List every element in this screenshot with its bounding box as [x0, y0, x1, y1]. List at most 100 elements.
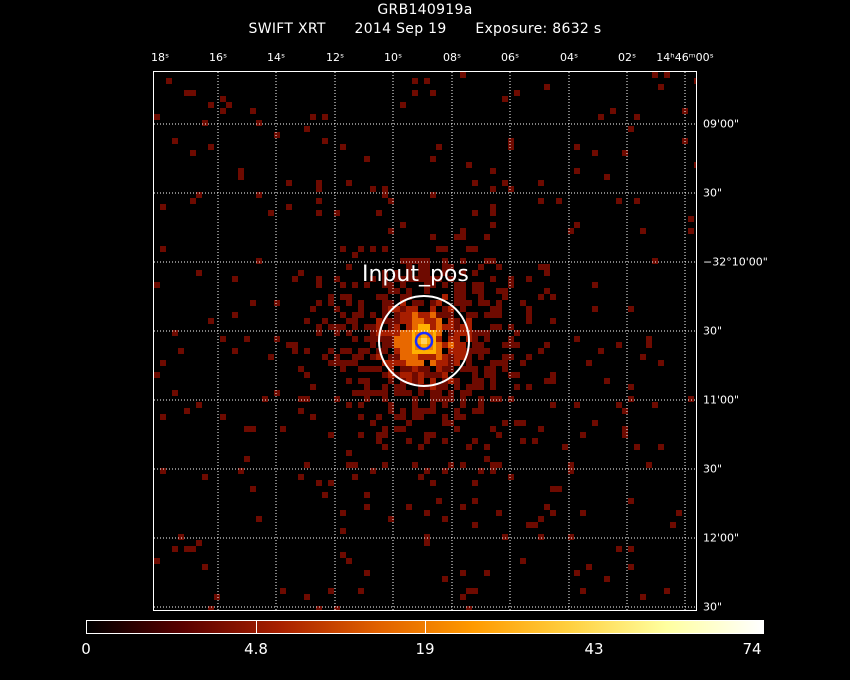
- count-pixel: [478, 402, 484, 408]
- count-pixel: [412, 462, 418, 468]
- count-pixel: [460, 228, 466, 234]
- coordinate-grid: [154, 72, 696, 610]
- count-pixel: [442, 264, 448, 270]
- count-pixel: [388, 372, 394, 378]
- count-pixel: [316, 198, 322, 204]
- count-pixel: [460, 462, 466, 468]
- count-pixel: [310, 306, 316, 312]
- count-pixel: [406, 348, 412, 354]
- count-pixel: [358, 414, 364, 420]
- count-pixel: [370, 336, 376, 342]
- count-pixel: [664, 588, 670, 594]
- count-pixel: [412, 90, 418, 96]
- count-pixel: [514, 420, 520, 426]
- count-pixel: [478, 408, 484, 414]
- count-pixel: [340, 246, 346, 252]
- count-pixel: [496, 300, 502, 306]
- count-pixel: [406, 294, 412, 300]
- count-pixel: [448, 342, 454, 348]
- count-pixel: [502, 342, 508, 348]
- count-pixel: [280, 426, 286, 432]
- count-pixel: [424, 510, 430, 516]
- count-pixel: [550, 378, 556, 384]
- count-pixel: [484, 312, 490, 318]
- count-pixel: [412, 348, 418, 354]
- count-pixel: [436, 366, 442, 372]
- count-pixel: [490, 186, 496, 192]
- count-pixel: [556, 198, 562, 204]
- count-pixel: [346, 378, 352, 384]
- count-pixel: [484, 366, 490, 372]
- source-circle[interactable]: [378, 295, 470, 387]
- core-pixel: [421, 332, 427, 338]
- core-pixel: [427, 338, 433, 344]
- count-pixel: [496, 288, 502, 294]
- count-pixel: [388, 366, 394, 372]
- count-pixel: [430, 390, 436, 396]
- count-pixel: [496, 306, 502, 312]
- count-pixel: [400, 384, 406, 390]
- count-pixel: [322, 318, 328, 324]
- count-pixel: [358, 378, 364, 384]
- count-pixel: [400, 342, 406, 348]
- count-pixel: [664, 72, 670, 78]
- count-pixel: [394, 306, 400, 312]
- count-pixel: [286, 180, 292, 186]
- count-pixel: [448, 330, 454, 336]
- count-pixel: [484, 258, 490, 264]
- count-pixel: [364, 390, 370, 396]
- source-region-overlay[interactable]: [154, 72, 697, 611]
- count-pixel: [490, 396, 496, 402]
- count-pixel: [520, 438, 526, 444]
- count-pixel: [304, 318, 310, 324]
- count-pixel: [382, 348, 388, 354]
- count-pixel: [424, 312, 430, 318]
- count-pixel: [412, 258, 418, 264]
- count-pixel: [490, 258, 496, 264]
- count-pixel: [226, 102, 232, 108]
- position-marker[interactable]: [414, 331, 434, 351]
- ra-tick-label: 02ˢ: [617, 51, 637, 64]
- count-pixel: [424, 438, 430, 444]
- count-pixel: [442, 576, 448, 582]
- count-pixel: [538, 264, 544, 270]
- count-pixel: [460, 234, 466, 240]
- count-pixel: [526, 384, 532, 390]
- count-pixel: [538, 534, 544, 540]
- count-pixel: [430, 318, 436, 324]
- count-pixel: [520, 420, 526, 426]
- count-pixel: [454, 300, 460, 306]
- count-pixel: [448, 318, 454, 324]
- count-pixel: [358, 312, 364, 318]
- count-pixel: [340, 510, 346, 516]
- count-pixel: [640, 594, 646, 600]
- count-pixel: [508, 336, 514, 342]
- dec-tick-label: −32°10'00": [703, 255, 768, 269]
- count-pixel: [352, 354, 358, 360]
- count-pixel: [250, 426, 256, 432]
- count-pixel: [562, 444, 568, 450]
- count-pixel: [202, 474, 208, 480]
- xrt-image-panel[interactable]: [153, 71, 697, 611]
- count-pixel: [352, 312, 358, 318]
- count-pixel: [448, 276, 454, 282]
- count-pixel: [460, 282, 466, 288]
- count-pixel: [430, 378, 436, 384]
- count-pixel: [394, 288, 400, 294]
- count-pixel: [580, 432, 586, 438]
- count-pixel: [364, 156, 370, 162]
- count-pixel: [424, 408, 430, 414]
- photon-count-image: [154, 72, 696, 610]
- count-pixel: [466, 360, 472, 366]
- count-pixel: [340, 282, 346, 288]
- count-pixel: [388, 318, 394, 324]
- count-pixel: [478, 300, 484, 306]
- count-pixel: [406, 306, 412, 312]
- count-pixel: [466, 162, 472, 168]
- count-pixel: [322, 138, 328, 144]
- count-pixel: [472, 312, 478, 318]
- count-pixel: [550, 486, 556, 492]
- count-pixel: [424, 384, 430, 390]
- count-pixel: [694, 162, 696, 168]
- count-pixel: [538, 348, 544, 354]
